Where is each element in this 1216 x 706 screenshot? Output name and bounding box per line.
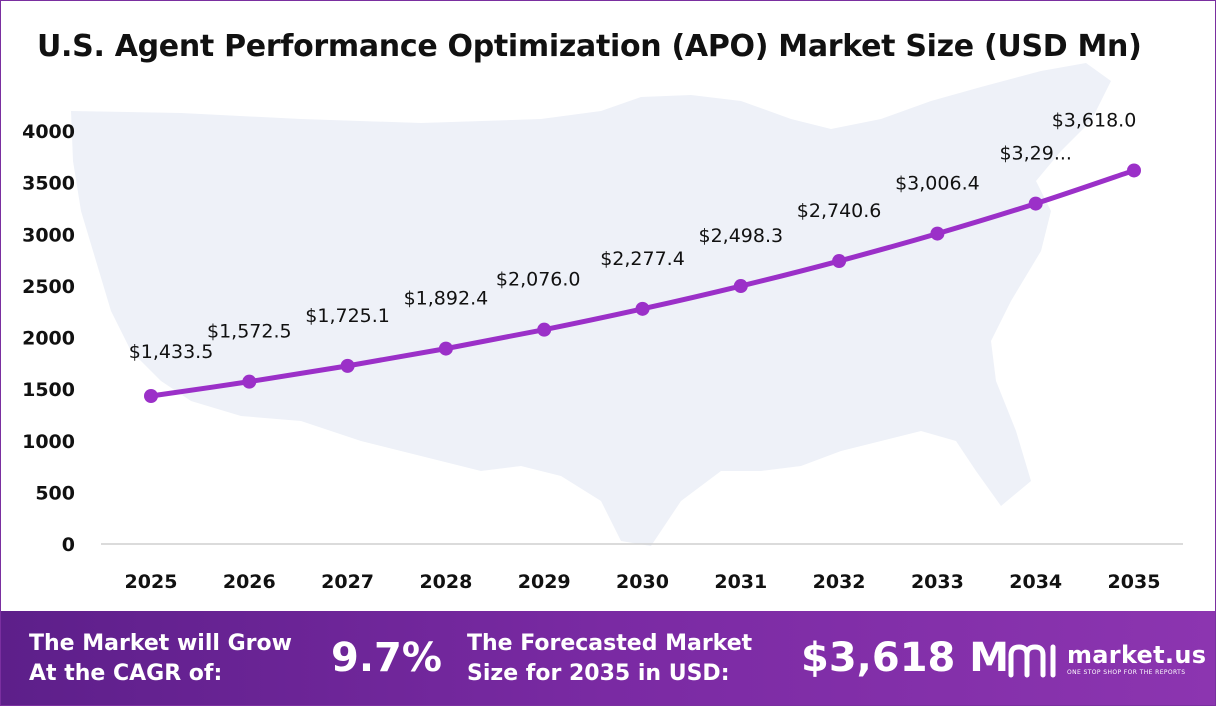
market-us-logo[interactable]: market.us ONE STOP SHOP FOR THE REPORTS (1005, 637, 1215, 687)
x-tick-label: 2032 (813, 571, 866, 593)
logo-tagline: ONE STOP SHOP FOR THE REPORTS (1067, 669, 1186, 676)
x-tick-label: 2028 (419, 571, 472, 593)
y-tick-label: 4000 (22, 121, 75, 143)
forecast-size-label-line1: The Forecasted Market (467, 631, 753, 656)
data-point (733, 279, 748, 294)
y-tick-label: 2500 (22, 276, 75, 298)
data-label: $2,740.6 (797, 200, 882, 222)
cagr-label: The Market will Grow At the CAGR of: (29, 629, 292, 689)
x-tick-label: 2034 (1009, 571, 1062, 593)
forecast-size-label: The Forecasted Market Size for 2035 in U… (467, 629, 752, 689)
x-tick-label: 2033 (911, 571, 964, 593)
usa-map-silhouette (71, 63, 1111, 546)
data-label: $1,892.4 (404, 288, 489, 310)
x-tick-label: 2029 (518, 571, 571, 593)
data-points (144, 163, 1141, 403)
data-point (242, 374, 257, 389)
forecast-size-label-line2: Size for 2035 in USD: (467, 661, 730, 686)
footer-banner: The Market will Grow At the CAGR of: 9.7… (1, 611, 1215, 705)
data-point (144, 388, 158, 403)
data-label: $3,006.4 (895, 173, 980, 195)
cagr-label-line2: At the CAGR of: (29, 661, 223, 686)
data-label: $2,277.4 (600, 248, 685, 270)
cagr-value: 9.7% (331, 635, 442, 681)
chart-title: U.S. Agent Performance Optimization (APO… (37, 29, 1142, 64)
data-point (537, 322, 552, 337)
x-tick-label: 2030 (616, 571, 669, 593)
y-tick-label: 500 (35, 482, 75, 504)
logo-name: market.us (1067, 641, 1207, 669)
market-us-logo-icon (1008, 644, 1056, 678)
x-tick-label: 2027 (321, 571, 374, 593)
x-tick-label: 2026 (223, 571, 276, 593)
data-point (930, 226, 945, 241)
data-point (832, 254, 847, 269)
y-tick-label: 2000 (22, 328, 75, 350)
data-point (1028, 196, 1043, 211)
y-axis: 0 500 1000 1500 2000 2500 3000 3500 4000 (22, 121, 75, 556)
data-label: $1,572.5 (207, 321, 292, 343)
y-tick-label: 0 (62, 534, 75, 556)
cagr-label-line1: The Market will Grow (29, 631, 292, 656)
data-label: $3,618.0 (1052, 109, 1137, 131)
data-point (340, 358, 355, 373)
data-label: $2,498.3 (698, 225, 783, 247)
forecast-size-value: $3,618 M (801, 635, 1010, 681)
data-point (1127, 163, 1141, 178)
data-point (635, 301, 650, 316)
data-label: $2,076.0 (496, 269, 581, 291)
x-tick-label: 2035 (1108, 571, 1161, 593)
x-tick-label: 2031 (714, 571, 767, 593)
y-tick-label: 1000 (22, 431, 75, 453)
data-label: $1,725.1 (305, 305, 390, 327)
y-tick-label: 1500 (22, 379, 75, 401)
data-label: $3,29... (999, 143, 1072, 165)
data-label: $1,433.5 (129, 341, 214, 363)
data-point (438, 341, 453, 356)
data-labels: $1,433.5$1,572.5 $1,725.1 $1,892.4 $2,076.0… (129, 109, 1137, 363)
y-tick-label: 3000 (22, 224, 75, 246)
x-tick-label: 2025 (125, 571, 178, 593)
x-axis: 2025 2026 2027 2028 2029 2030 2031 2032 2033 2034… (101, 543, 1183, 593)
y-tick-label: 3500 (22, 173, 75, 195)
